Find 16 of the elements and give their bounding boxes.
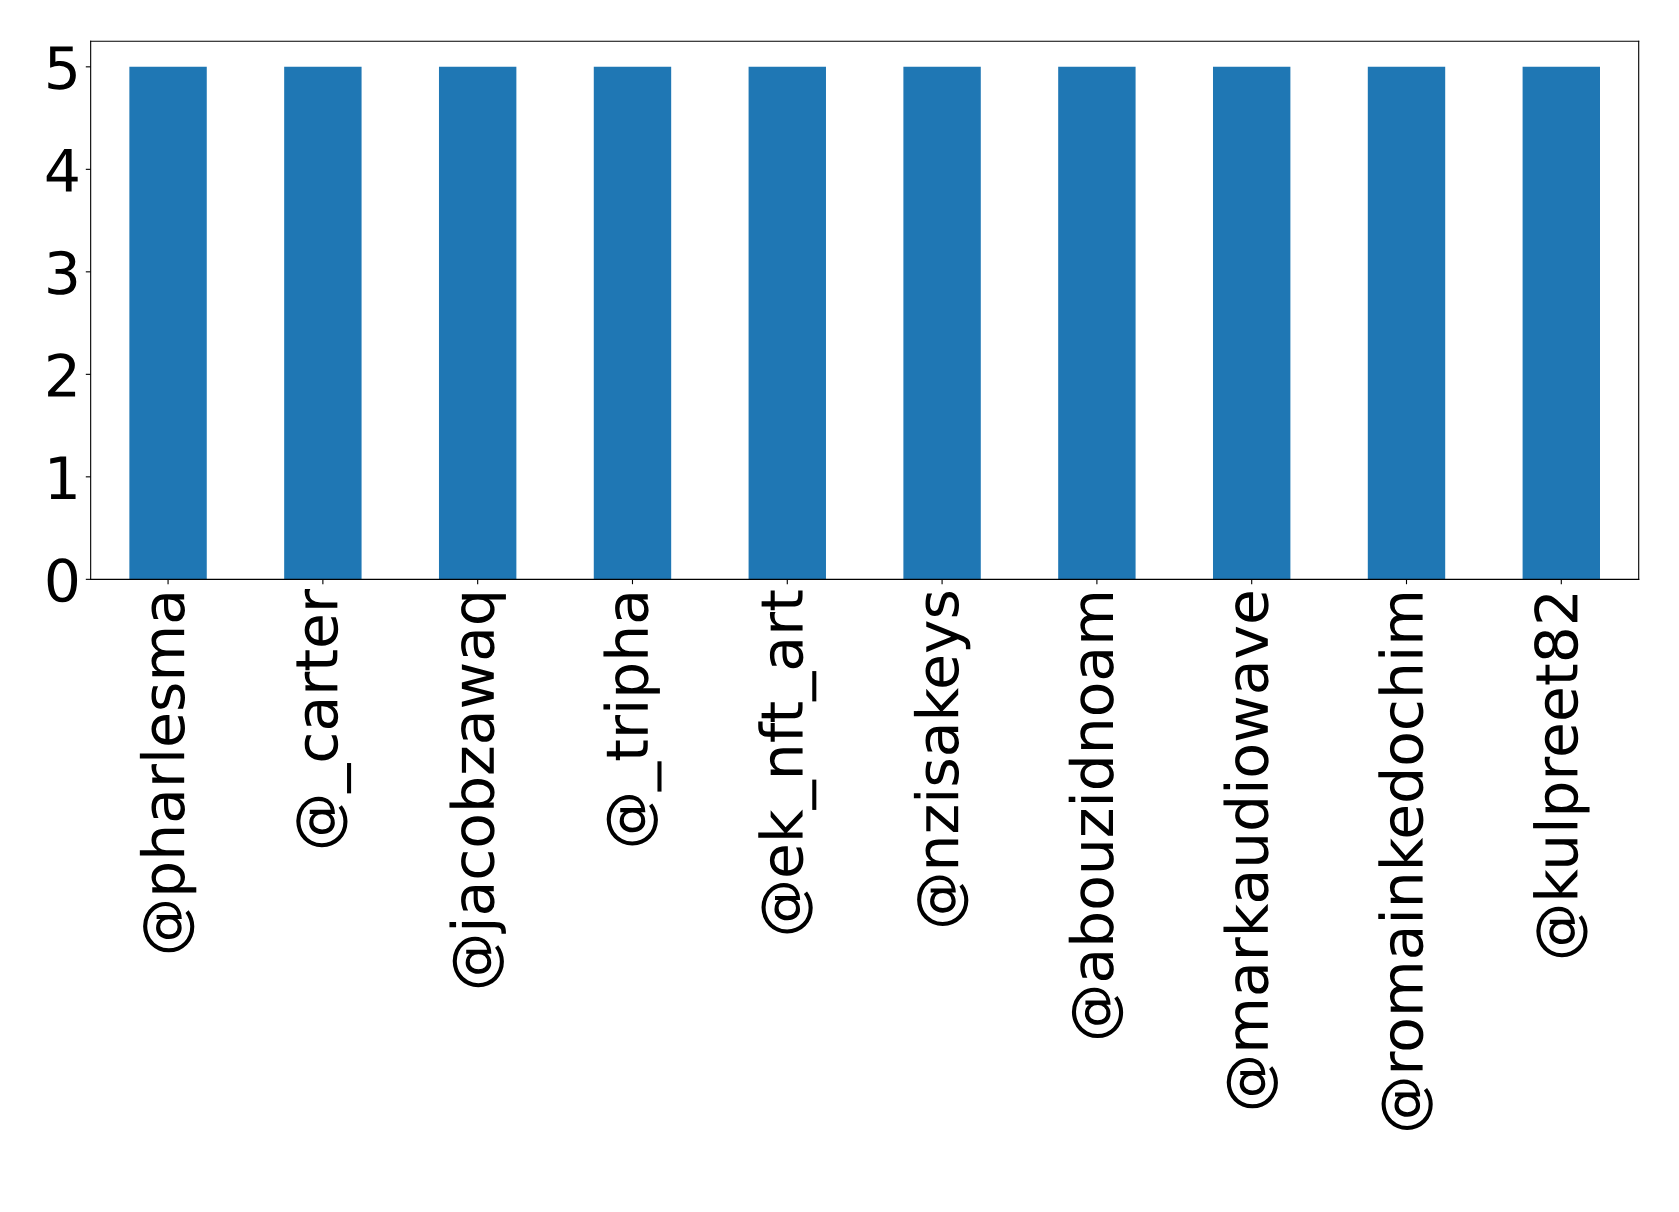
x-tick-label: @ek_nft_art: [758, 590, 817, 934]
x-tick-label: @kulpreet82: [1533, 594, 1590, 958]
y-tick-label: 4: [46, 148, 78, 192]
y-tick-label: 3: [48, 250, 77, 295]
y-tick-label: 0: [47, 558, 78, 603]
y-tick-label: 5: [48, 46, 76, 90]
x-tick-label: @markaudiowave: [1223, 592, 1278, 1109]
x-tick-label: @_tripha: [603, 594, 662, 846]
x-tick-label: @nzisakeys: [913, 591, 971, 926]
x-tick-label: @abouzidnoam: [1068, 594, 1124, 1039]
y-tick-label: 2: [48, 353, 76, 397]
x-tick-label: @romainkedochim: [1378, 594, 1433, 1130]
x-tick-label: @_carter: [296, 589, 352, 848]
x-tick-label: @pharlesma: [139, 594, 197, 953]
y-tick-label: 1: [50, 456, 76, 499]
x-tick-label: @jacobzawaq: [449, 594, 506, 988]
